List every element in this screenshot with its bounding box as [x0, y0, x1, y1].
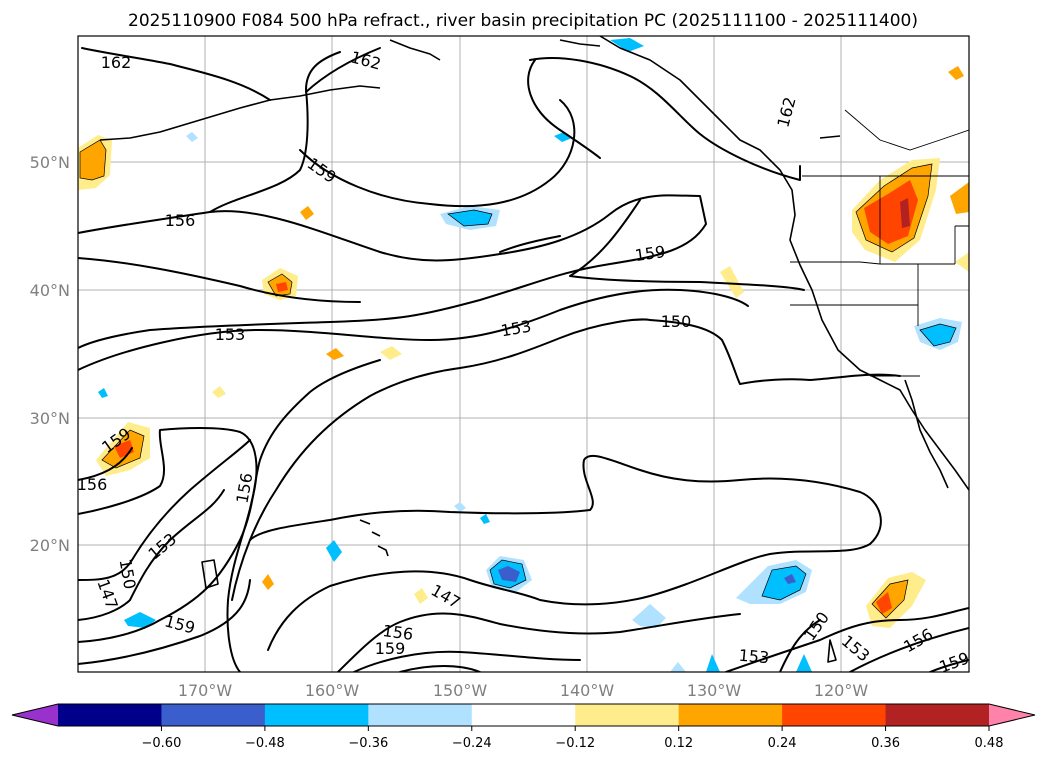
lon-label: 160°W [305, 681, 360, 700]
colorbar-segment [264, 704, 369, 726]
precip-positive-anomaly [300, 206, 314, 220]
precip-negative-anomaly [784, 574, 796, 584]
precip-negative-anomaly [632, 604, 666, 628]
colorbar-segment [575, 704, 680, 726]
lat-label: 40°N [30, 281, 70, 300]
precip-negative-anomaly [706, 654, 720, 672]
precip-positive-anomaly [262, 574, 274, 590]
contour-label: 156 [381, 621, 414, 644]
precip-negative-anomaly [762, 566, 806, 600]
precip-negative-anomaly [186, 132, 198, 142]
lat-label: 30°N [30, 409, 70, 428]
map-frame [77, 35, 970, 673]
contour-label: 150 [661, 312, 692, 331]
coastlines [99, 36, 969, 663]
precip-outlines [79, 139, 957, 619]
contour-label: 156 [77, 475, 108, 494]
political-borders [790, 109, 969, 377]
contour-label: 162 [101, 53, 132, 72]
precip-negative-anomaly [326, 540, 342, 562]
lon-label: 150°W [433, 681, 488, 700]
precip-positive-anomaly [864, 180, 918, 244]
lat-label: 20°N [30, 536, 70, 555]
colorbar-tick-label: −0.48 [245, 736, 285, 751]
precip-negative-anomaly [610, 38, 644, 52]
precip-positive-anomaly [950, 182, 969, 214]
colorbar-segment [885, 704, 990, 726]
precip-positive-anomaly [326, 348, 344, 360]
contour-label: 153 [738, 646, 770, 668]
precip-shading [78, 38, 969, 672]
precip-negative-anomaly [554, 132, 572, 142]
precip-positive-anomaly [948, 66, 964, 80]
contour-label: 159 [634, 242, 667, 265]
colorbar-tick-label: −0.24 [452, 736, 492, 751]
graticule [78, 36, 969, 672]
precip-positive-anomaly [380, 346, 402, 360]
precip-positive-anomaly [414, 588, 428, 604]
figure-title: 2025110900 F084 500 hPa refract., river … [128, 11, 918, 31]
refractivity-contours [78, 47, 969, 672]
colorbar-segment [678, 704, 783, 726]
colorbar-tick-label: 0.12 [664, 736, 693, 751]
precip-negative-anomaly [670, 662, 686, 672]
colorbar-segment [782, 704, 887, 726]
colorbar-segment [161, 704, 266, 726]
precip-negative-anomaly [920, 324, 956, 346]
precip-negative-anomaly [454, 502, 466, 512]
colorbar-extend-max [989, 704, 1035, 726]
precip-negative-anomaly [98, 388, 108, 398]
precip-positive-anomaly [80, 140, 106, 180]
contour-label: 159 [375, 639, 406, 658]
colorbar: −0.60 −0.48 −0.36 −0.24 −0.12 0.12 0.24 0.36 0.4… [11, 703, 1036, 751]
colorbar-extend-min [12, 704, 58, 726]
colorbar-segment [368, 704, 473, 726]
precip-positive-anomaly [900, 198, 910, 228]
lon-label: 170°W [178, 681, 233, 700]
colorbar-tick-label: −0.12 [555, 736, 595, 751]
precip-positive-anomaly [955, 252, 969, 272]
contour-label: 156 [165, 211, 196, 230]
lon-label: 120°W [814, 681, 869, 700]
colorbar-tick-label: 0.36 [871, 736, 900, 751]
colorbar-tick-label: 0.24 [768, 736, 797, 751]
precip-negative-anomaly [796, 654, 812, 672]
colorbar-segment [58, 704, 162, 726]
precip-positive-anomaly [876, 592, 892, 614]
lon-labels: 170°W 160°W 150°W 140°W 130°W 120°W [178, 681, 869, 700]
lat-label: 50°N [30, 153, 70, 172]
precip-positive-anomaly [276, 282, 288, 292]
precip-negative-anomaly [480, 514, 490, 524]
precip-positive-anomaly [720, 266, 744, 298]
contour-label: 153 [215, 325, 246, 344]
colorbar-tick-label: 0.48 [975, 736, 1004, 751]
colorbar-segment [471, 704, 576, 726]
lat-labels: 50°N 40°N 30°N 20°N [30, 153, 70, 555]
precip-negative-anomaly [498, 566, 520, 582]
lon-label: 130°W [687, 681, 742, 700]
colorbar-tick-label: −0.60 [142, 736, 182, 751]
colorbar-tick-label: −0.36 [348, 736, 388, 751]
precip-positive-anomaly [212, 386, 226, 398]
precip-negative-anomaly [124, 612, 156, 628]
lon-label: 140°W [560, 681, 615, 700]
